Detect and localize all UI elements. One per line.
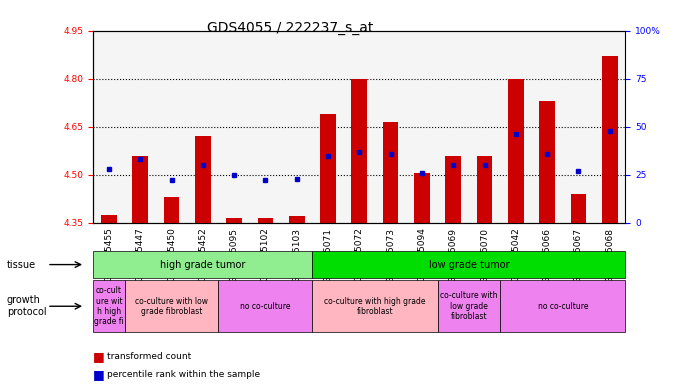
Text: tissue: tissue xyxy=(7,260,36,270)
Text: transformed count: transformed count xyxy=(107,352,191,361)
Text: ■: ■ xyxy=(93,350,105,363)
Bar xyxy=(258,218,273,223)
Text: no co-culture: no co-culture xyxy=(538,302,588,311)
Text: co-culture with low
grade fibroblast: co-culture with low grade fibroblast xyxy=(135,296,208,316)
Bar xyxy=(446,156,461,223)
Text: co-culture with
low grade
fibroblast: co-culture with low grade fibroblast xyxy=(440,291,498,321)
Text: growth
protocol: growth protocol xyxy=(7,295,46,317)
Bar xyxy=(571,194,586,223)
Text: co-culture with high grade
fibroblast: co-culture with high grade fibroblast xyxy=(324,296,426,316)
Bar xyxy=(508,79,524,223)
Text: high grade tumor: high grade tumor xyxy=(160,260,245,270)
Bar xyxy=(539,101,555,223)
Text: ■: ■ xyxy=(93,368,105,381)
Bar xyxy=(352,79,367,223)
Bar xyxy=(101,215,117,223)
Bar xyxy=(289,216,305,223)
Text: GDS4055 / 222237_s_at: GDS4055 / 222237_s_at xyxy=(207,21,373,35)
Bar xyxy=(414,173,430,223)
Bar xyxy=(195,136,211,223)
Text: percentile rank within the sample: percentile rank within the sample xyxy=(107,370,261,379)
Bar xyxy=(133,156,148,223)
Bar xyxy=(477,156,492,223)
Bar xyxy=(164,197,180,223)
Bar xyxy=(320,114,336,223)
Bar xyxy=(602,56,618,223)
Bar xyxy=(383,122,399,223)
Bar xyxy=(227,218,242,223)
Text: no co-culture: no co-culture xyxy=(240,302,291,311)
Text: co-cult
ure wit
h high
grade fi: co-cult ure wit h high grade fi xyxy=(94,286,124,326)
Text: low grade tumor: low grade tumor xyxy=(428,260,509,270)
